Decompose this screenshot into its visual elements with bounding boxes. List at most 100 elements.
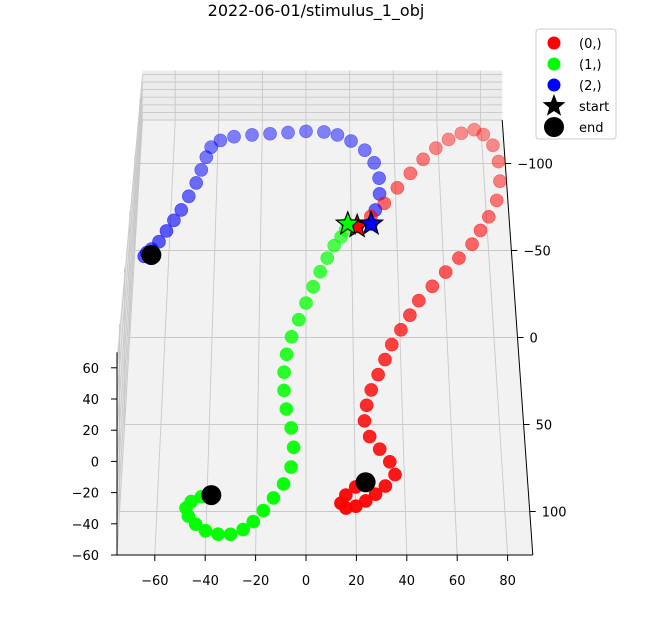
scatter-point-series-1 [266,491,281,505]
legend-swatch-series-2 [547,78,561,92]
scatter-point-series-2 [317,125,331,139]
grid-line-z-left [116,74,143,368]
tick-labels: −60 −40 −20 0 20 40 60 80 −100 −50 0 50 100 −60 −40 −20… [72,158,567,590]
x-tick-label: −60 [141,574,168,589]
start-marker-series-1 [334,210,361,235]
legend-label-series-1: (1,) [579,58,602,73]
legend-swatch-start [542,94,566,116]
y-tick-label: −100 [517,158,553,173]
chart-title: 2022-06-01/stimulus_1_obj [208,1,425,21]
scatter-point-series-1 [198,523,213,538]
x-tick-label: 0 [302,574,310,589]
scatter-point-series-2 [263,126,277,141]
back-pane [142,70,503,120]
scatter-point-series-0 [382,454,397,469]
scatter-point-series-1 [211,527,225,541]
scatter-point-series-0 [489,193,504,208]
scatter-point-series-1 [284,460,298,474]
y-tick-label: 0 [530,332,538,347]
scatter-point-series-0 [486,138,500,153]
start-marker-series-2 [357,210,385,235]
scatter-point-series-2 [299,124,313,139]
legend-swatch-series-0 [547,36,561,50]
y-tick-label: 50 [536,419,553,434]
scatter-point-series-0 [454,126,469,141]
scatter-point-series-2 [372,171,386,185]
scatter-point-series-0 [481,210,496,224]
scatter-point-series-1 [291,312,306,327]
z-tick-label: 40 [82,393,99,408]
scatter-point-series-0 [429,141,443,155]
scatter-point-series-1 [277,365,291,379]
scatter-point-series-2 [330,128,345,142]
scatter-point-series-0 [390,181,405,195]
scatter-point-series-1 [188,517,203,531]
scatter-point-series-1 [284,330,299,344]
grid-line-z-left [116,112,143,524]
x-tick-label: 80 [499,574,516,589]
scatter-point-series-0 [394,322,408,337]
scatter-point-series-1 [286,440,301,455]
scatter-point-series-2 [227,129,241,144]
legend-label-end: end [579,121,604,136]
scatter-point-series-0 [473,223,488,238]
x-tick-label: 40 [399,574,416,589]
scatter-point-series-1 [279,402,294,416]
scatter-point-series-0 [476,127,491,142]
scatter-point-series-0 [467,122,482,137]
legend: (0,) (1,) (2,) start end [535,28,617,140]
scatter-point-series-0 [378,352,392,367]
grid-lines [116,70,534,556]
grid-line-z-left [116,81,143,400]
grid-line-z-left [116,97,143,462]
x-tick-label: −20 [242,574,269,589]
scatter-point-series-2 [357,143,372,158]
scatter-point-series-1 [246,514,261,529]
scatter-point-series-0 [378,479,393,493]
scatter-point-series-0 [403,308,417,322]
y-tick-label: 100 [542,506,567,521]
scatter-point-series-0 [339,501,353,515]
scatter-point-series-0 [416,152,430,167]
scatter-point-series-1 [256,503,271,518]
end-marker-series-0 [355,472,376,493]
scatter-point-series-1 [236,522,250,537]
legend-label-series-2: (2,) [579,79,602,94]
scatter-point-series-0 [441,132,456,147]
scatter-point-series-0 [411,293,426,308]
scatter-point-series-1 [279,347,294,362]
scatter-point-series-0 [403,166,418,181]
start-end-markers [141,210,385,506]
scatter-point-series-2 [245,128,259,142]
scatter-point-series-2 [213,133,228,148]
scatter-point-series-1 [306,279,320,294]
z-tick-label: 20 [82,424,99,439]
grid-line-z-left [116,89,143,431]
x-tick-label: 20 [348,574,365,589]
scatter-point-series-0 [359,398,374,413]
axes-panes [117,70,533,555]
scatter-point-series-1 [284,421,298,435]
scatter-point-series-2 [194,163,209,177]
scatter-point-series-0 [384,337,399,352]
scatter-point-series-1 [276,477,291,491]
scatter-point-series-0 [368,487,383,501]
x-tick-label: −40 [191,574,218,589]
scatter-point-series-0 [364,383,379,397]
z-tick-label: 0 [91,455,99,470]
z-tick-label: −60 [72,549,99,564]
scatter-point-series-0 [388,467,402,482]
scatter-point-series-2 [167,213,181,228]
scatter-point-series-0 [491,154,506,169]
end-marker-series-1 [201,485,222,506]
grid-line-z-left [116,119,143,556]
legend-label-series-0: (0,) [579,37,602,52]
scatter-point-series-1 [299,296,313,310]
z-tick-label: −40 [72,518,99,533]
scatter-point-series-1 [320,251,335,265]
scatter-point-series-0 [452,251,466,265]
scatter-point-series-0 [362,429,377,444]
scatter-point-series-1 [313,264,328,279]
end-marker-series-2 [141,244,162,265]
